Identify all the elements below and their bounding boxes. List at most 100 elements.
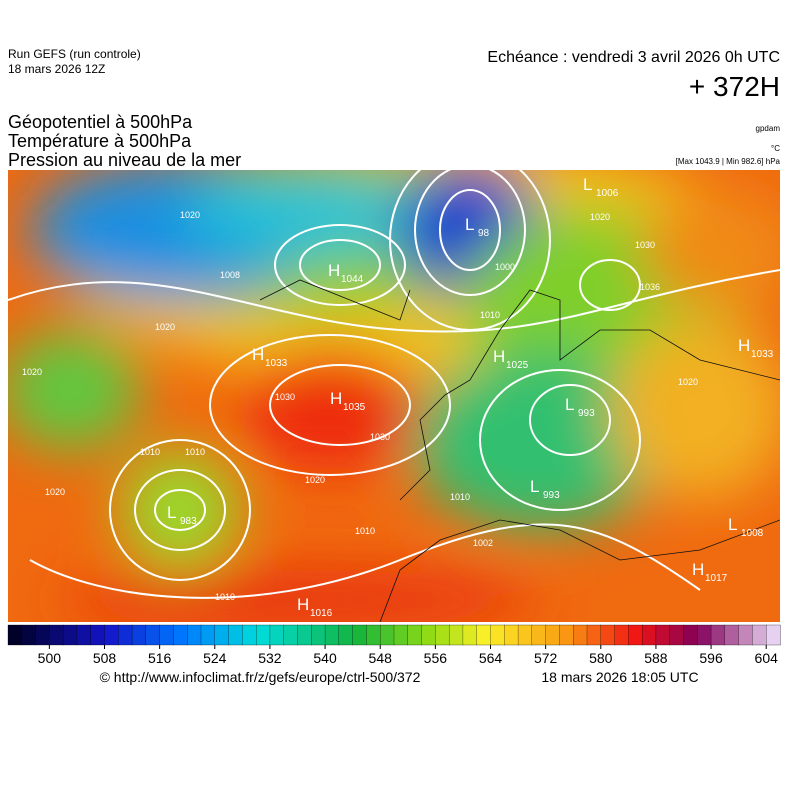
center-value: 993 — [578, 408, 595, 419]
colorbar-label: 532 — [258, 650, 282, 666]
colorbar-label: 588 — [644, 650, 668, 666]
colorbar-cell — [766, 624, 781, 646]
center-letter: L — [583, 175, 592, 194]
isobar-label: 1020 — [155, 322, 175, 332]
echeance: Echéance : vendredi 3 avril 2026 0h UTC — [487, 49, 780, 66]
colorbar-cell — [187, 624, 202, 646]
center-value: 983 — [180, 516, 197, 527]
colorbar-cell — [324, 624, 340, 646]
colorbar-cell — [35, 624, 51, 646]
center-letter: H — [738, 336, 750, 355]
colorbar-cell — [380, 624, 395, 646]
center-letter: L — [530, 477, 539, 496]
center-letter: L — [565, 395, 574, 414]
colorbar-label: 564 — [479, 650, 503, 666]
colorbar-label: 500 — [38, 650, 62, 666]
center-value: 1016 — [310, 608, 333, 619]
colorbar-cell — [421, 624, 437, 646]
isobar-label: 1020 — [180, 210, 200, 220]
center-letter: H — [252, 345, 264, 364]
center-letter: H — [297, 595, 309, 614]
colorbar-cell — [228, 624, 244, 646]
colorbar-cell — [7, 624, 23, 646]
colorbar-cell — [131, 624, 147, 646]
center-value: 1025 — [506, 360, 529, 371]
colorbar-cell — [724, 624, 740, 646]
colorbar-label: 548 — [369, 650, 393, 666]
isobar-label: 1030 — [370, 432, 390, 442]
colorbar-cell — [90, 624, 106, 646]
colorbar-label: 516 — [148, 650, 172, 666]
isobar-label: 1010 — [480, 310, 500, 320]
colorbar-cell — [214, 624, 230, 646]
map — [8, 170, 780, 622]
colorbar-cell — [559, 624, 574, 646]
unit: [Max 1043.9 | Min 982.6] hPa — [676, 157, 781, 166]
colorbar-label: 572 — [534, 650, 558, 666]
unit: °C — [771, 144, 780, 153]
isobar-label: 1020 — [678, 377, 698, 387]
colorbar-cell — [628, 624, 643, 646]
colorbar-cell — [517, 624, 533, 646]
isobar-label: 1020 — [45, 487, 65, 497]
center-letter: H — [328, 261, 340, 280]
colorbar-label: 580 — [589, 650, 613, 666]
colorbar-cell — [669, 624, 685, 646]
colorbar-cell — [600, 624, 616, 646]
colorbar-cell — [683, 624, 698, 646]
colorbar-cell — [586, 624, 602, 646]
colorbar-label: 508 — [93, 650, 117, 666]
title: Géopotentiel à 500hPa — [8, 112, 193, 132]
isobar-label: 1002 — [473, 538, 493, 548]
isobar-label: 1010 — [140, 447, 160, 457]
isobar-label: 1030 — [635, 240, 655, 250]
center-letter: L — [465, 215, 474, 234]
footer-time: 18 mars 2026 18:05 UTC — [541, 669, 698, 685]
isobar-label: 1008 — [220, 270, 240, 280]
center-value: 1033 — [265, 358, 288, 369]
isobar-label: 1010 — [215, 592, 235, 602]
colorbar-cell — [573, 624, 588, 646]
colorbar-cell — [269, 624, 285, 646]
colorbar-cell — [352, 624, 368, 646]
colorbar-cell — [255, 624, 271, 646]
colorbar-label: 556 — [424, 650, 448, 666]
center-value: 1006 — [596, 188, 619, 199]
colorbar-label: 596 — [699, 650, 723, 666]
isobar-label: 1030 — [275, 392, 295, 402]
colorbar-cell — [641, 624, 657, 646]
center-letter: H — [493, 347, 505, 366]
center-value: 98 — [478, 228, 490, 239]
colorbar-cell — [104, 624, 119, 646]
lead-time: + 372H — [689, 71, 780, 102]
colorbar-cell — [21, 624, 37, 646]
run-date: 18 mars 2026 12Z — [8, 62, 105, 76]
center-value: 993 — [543, 490, 560, 501]
colorbar-cell — [173, 624, 188, 646]
colorbar-cell — [145, 624, 161, 646]
colorbar-cell — [393, 624, 409, 646]
unit: gpdam — [756, 124, 781, 133]
colorbar-label: 604 — [755, 650, 779, 666]
center-value: 1017 — [705, 573, 728, 584]
center-value: 1033 — [751, 349, 774, 360]
center-letter: H — [692, 560, 704, 579]
colorbar-cell — [200, 624, 216, 646]
isobar-label: 1010 — [185, 447, 205, 457]
isobar-label: 1000 — [495, 262, 515, 272]
colorbar-cell — [297, 624, 312, 646]
center-value: 1044 — [341, 274, 364, 285]
colorbar-cell — [118, 624, 133, 646]
colorbar-cell — [462, 624, 478, 646]
colorbar-cell — [338, 624, 354, 646]
isobar-label: 1020 — [22, 367, 42, 377]
colorbar-cell — [710, 624, 726, 646]
center-value: 1008 — [741, 528, 764, 539]
colorbar-cell — [159, 624, 175, 646]
isobar-label: 1010 — [450, 492, 470, 502]
isobar-label: 1036 — [640, 282, 660, 292]
isobar-label: 1010 — [355, 526, 375, 536]
colorbar-cell — [311, 624, 326, 646]
center-letter: L — [167, 503, 176, 522]
